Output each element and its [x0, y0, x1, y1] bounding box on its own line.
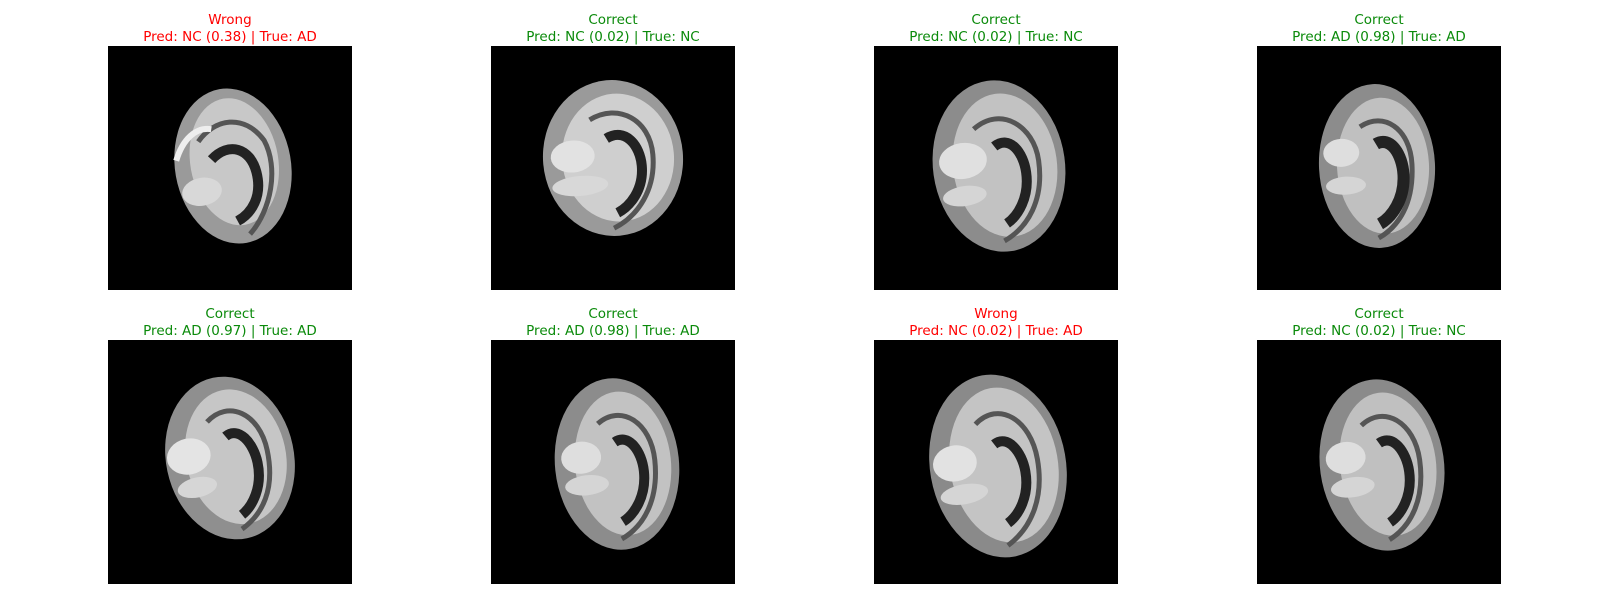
- panel-status: Correct: [588, 306, 638, 322]
- panel-title: Correct Pred: AD (0.98) | True: AD: [491, 306, 735, 339]
- brain-mri-image: [1257, 46, 1501, 290]
- panel-3: Correct Pred: NC (0.02) | True: NC: [874, 12, 1118, 290]
- panel-1: Wrong Pred: NC (0.38) | True: AD: [108, 12, 352, 290]
- brain-mri-image: [108, 340, 352, 584]
- panel-status: Correct: [205, 306, 255, 322]
- panel-status: Correct: [1354, 12, 1404, 28]
- panel-4: Correct Pred: AD (0.98) | True: AD: [1257, 12, 1501, 290]
- panel-status: Correct: [1354, 306, 1404, 322]
- panel-caption: Pred: AD (0.97) | True: AD: [143, 322, 317, 339]
- panel-8: Correct Pred: NC (0.02) | True: NC: [1257, 306, 1501, 584]
- panel-caption: Pred: NC (0.02) | True: NC: [526, 28, 700, 45]
- brain-mri-image: [1257, 340, 1501, 584]
- panel-title: Correct Pred: NC (0.02) | True: NC: [874, 12, 1118, 45]
- brain-mri-image: [108, 46, 352, 290]
- panel-title: Correct Pred: AD (0.97) | True: AD: [108, 306, 352, 339]
- brain-mri-image: [491, 46, 735, 290]
- panel-5: Correct Pred: AD (0.97) | True: AD: [108, 306, 352, 584]
- panel-caption: Pred: AD (0.98) | True: AD: [526, 322, 700, 339]
- panel-caption: Pred: NC (0.02) | True: AD: [909, 322, 1083, 339]
- panel-6: Correct Pred: AD (0.98) | True: AD: [491, 306, 735, 584]
- panel-caption: Pred: NC (0.02) | True: NC: [1292, 322, 1466, 339]
- panel-title: Correct Pred: NC (0.02) | True: NC: [1257, 306, 1501, 339]
- panel-7: Wrong Pred: NC (0.02) | True: AD: [874, 306, 1118, 584]
- panel-caption: Pred: NC (0.38) | True: AD: [143, 28, 317, 45]
- panel-title: Wrong Pred: NC (0.38) | True: AD: [108, 12, 352, 45]
- panel-status: Wrong: [974, 306, 1018, 322]
- panel-status: Wrong: [208, 12, 252, 28]
- brain-mri-image: [491, 340, 735, 584]
- panel-title: Wrong Pred: NC (0.02) | True: AD: [874, 306, 1118, 339]
- panel-caption: Pred: NC (0.02) | True: NC: [909, 28, 1083, 45]
- brain-mri-image: [874, 46, 1118, 290]
- panel-title: Correct Pred: AD (0.98) | True: AD: [1257, 12, 1501, 45]
- panel-status: Correct: [971, 12, 1021, 28]
- panel-2: Correct Pred: NC (0.02) | True: NC: [491, 12, 735, 290]
- panel-caption: Pred: AD (0.98) | True: AD: [1292, 28, 1466, 45]
- panel-title: Correct Pred: NC (0.02) | True: NC: [491, 12, 735, 45]
- panel-status: Correct: [588, 12, 638, 28]
- brain-mri-image: [874, 340, 1118, 584]
